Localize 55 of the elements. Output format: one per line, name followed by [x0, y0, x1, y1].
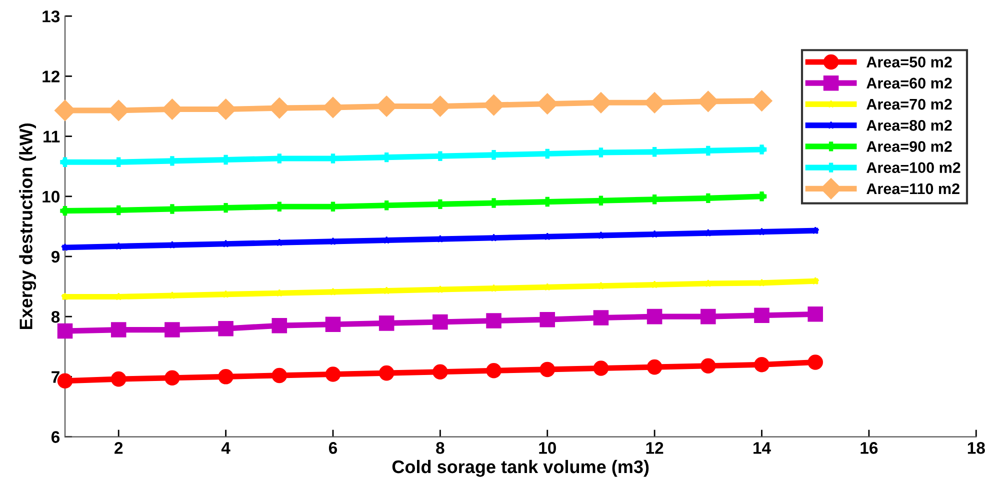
point	[325, 316, 341, 332]
point	[486, 313, 502, 328]
point	[164, 370, 180, 386]
x-tick-label: 6	[328, 442, 338, 454]
legend-label: Area=80 m2	[866, 120, 952, 131]
point	[700, 358, 716, 374]
y-tick-label: 13	[42, 10, 60, 22]
point	[593, 360, 609, 376]
point	[593, 310, 609, 326]
x-axis-title: Cold sorage tank volume (m3)	[392, 460, 649, 477]
y-tick-label: 8	[51, 310, 60, 323]
point	[432, 364, 448, 380]
point	[486, 363, 502, 378]
point	[378, 316, 394, 331]
x-tick-label: 2	[114, 442, 123, 454]
point	[700, 308, 716, 324]
legend-label: Area=110 m2	[866, 183, 960, 194]
x-tick-label: 4	[221, 442, 230, 454]
y-tick-label: 12	[42, 70, 60, 82]
point	[164, 322, 180, 338]
x-tick-label: 18	[968, 442, 985, 454]
y-tick-label: 6	[51, 431, 60, 443]
x-tick-label: 14	[754, 442, 771, 454]
point	[754, 308, 770, 324]
point	[272, 318, 288, 334]
point	[646, 308, 662, 324]
point	[218, 369, 234, 384]
legend-label: Area=100 m2	[866, 162, 960, 174]
x-tick-label: 8	[436, 442, 444, 454]
y-tick-label: 11	[44, 130, 60, 142]
x-tick-label: 16	[860, 442, 878, 454]
legend-label: Area=90 m2	[866, 141, 952, 152]
y-axis-title: Exergy destruction (kW)	[19, 123, 36, 330]
point	[325, 366, 341, 382]
y-tick-label: 7	[52, 371, 60, 383]
point	[218, 320, 234, 336]
point	[110, 371, 126, 387]
point	[57, 323, 73, 339]
point	[540, 312, 556, 328]
legend-label: Area=50 m2	[866, 56, 952, 68]
legend-label: Area=70 m2	[866, 98, 952, 110]
x-tick-label: 10	[539, 442, 556, 454]
point	[432, 314, 448, 330]
point	[110, 322, 126, 338]
y-tick-label: 9	[51, 250, 60, 263]
point	[754, 357, 770, 372]
y-tick-label: 10	[42, 190, 60, 203]
point	[540, 362, 556, 378]
point	[378, 365, 394, 381]
point	[646, 359, 662, 375]
point	[272, 368, 288, 384]
point	[808, 306, 823, 322]
point	[808, 354, 823, 370]
legend-label: Area=60 m2	[866, 78, 952, 89]
x-tick-label: 12	[646, 442, 664, 454]
